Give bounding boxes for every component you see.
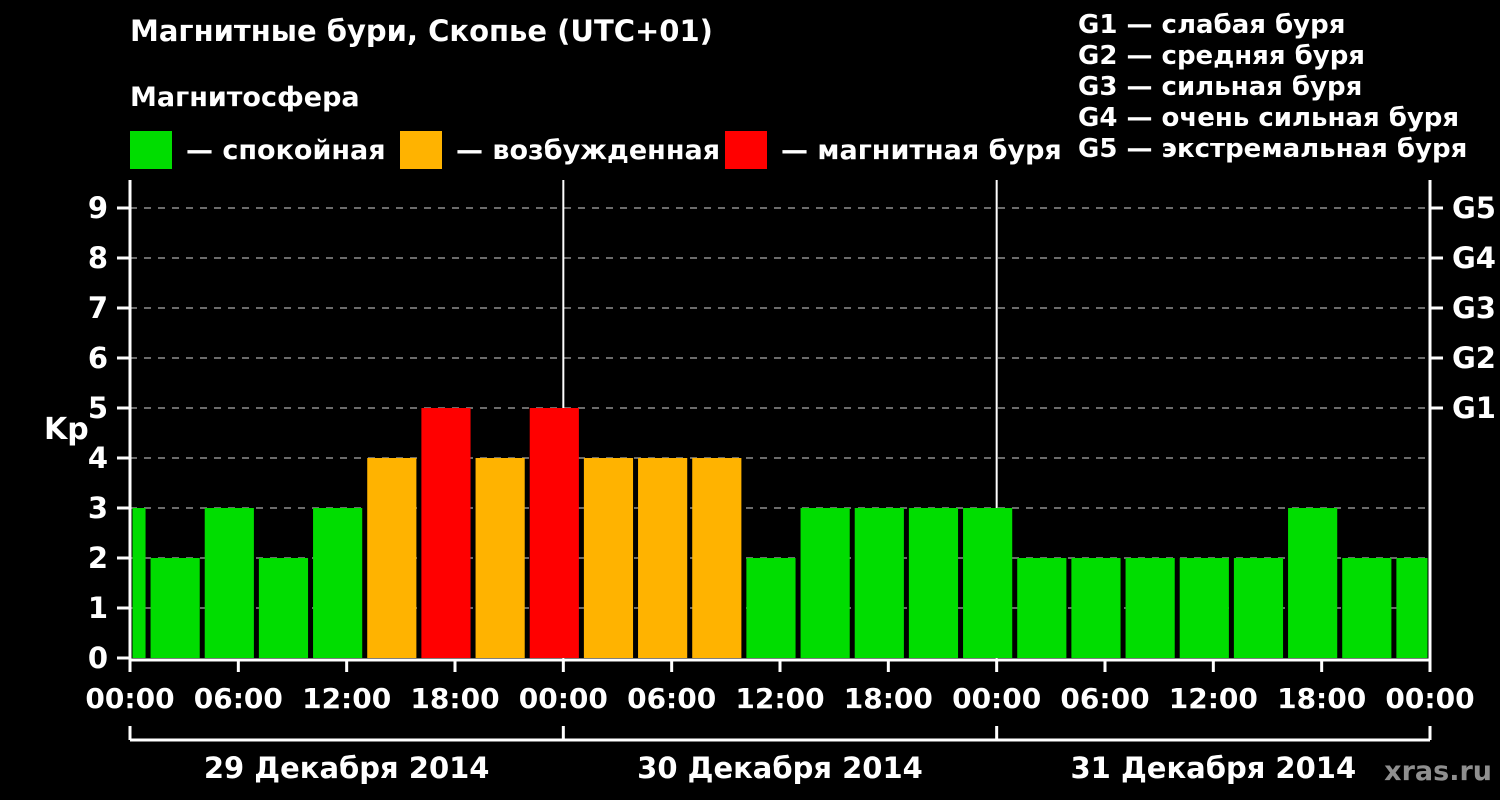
time-tick-label: 12:00 [1169, 682, 1258, 715]
g-scale-label: G5 [1452, 191, 1496, 225]
kp-bar [150, 558, 200, 658]
y-tick-label: 7 [88, 291, 108, 325]
g3-description: G3 — сильная буря [1078, 72, 1363, 102]
kp-bar [132, 508, 146, 658]
time-tick-label: 18:00 [844, 682, 933, 715]
unsettled-color-swatch [400, 131, 442, 169]
time-tick-label: 00:00 [85, 682, 174, 715]
kp-bar [1179, 558, 1229, 658]
storm-color-swatch [725, 131, 767, 169]
kp-bar [367, 458, 417, 658]
y-tick-label: 0 [88, 641, 108, 675]
legend-label-storm: — магнитная буря [781, 134, 1062, 166]
kp-bar [1125, 558, 1175, 658]
time-tick-label: 00:00 [1385, 682, 1474, 715]
g4-description: G4 — очень сильная буря [1078, 103, 1460, 133]
kp-bar [475, 458, 525, 658]
time-tick-label: 06:00 [627, 682, 716, 715]
kp-bar [963, 508, 1013, 658]
y-tick-label: 3 [88, 491, 108, 525]
date-label: 30 Декабря 2014 [637, 751, 923, 785]
storm-scale-legend: G1 — слабая буря G2 — средняя буря G3 — … [1078, 10, 1467, 165]
kp-bar [1288, 508, 1338, 658]
kp-bar [746, 558, 796, 658]
g2-description: G2 — средняя буря [1078, 41, 1366, 71]
chart-title: Магнитные бури, Скопье (UTC+01) [130, 14, 713, 48]
legend-item-storm: — магнитная буря [725, 129, 1062, 171]
quiet-color-swatch [130, 131, 172, 169]
kp-bar [800, 508, 850, 658]
kp-bar [1071, 558, 1121, 658]
y-tick-label: 6 [88, 341, 108, 375]
kp-bar [258, 558, 309, 658]
magnetosphere-legend: — спокойная — возбужденная — магнитная б… [130, 129, 1130, 171]
kp-bar [1017, 558, 1067, 658]
y-tick-label: 9 [88, 191, 108, 225]
kp-bar [313, 508, 363, 658]
legend-label-quiet: — спокойная [186, 134, 386, 166]
time-tick-label: 18:00 [1277, 682, 1366, 715]
y-tick-label: 8 [88, 241, 108, 275]
time-tick-label: 18:00 [410, 682, 499, 715]
kp-bar [421, 408, 471, 658]
g-scale-label: G4 [1452, 241, 1496, 275]
g-scale-label: G1 [1452, 391, 1496, 425]
legend-item-quiet: — спокойная [130, 129, 386, 171]
y-tick-label: 1 [88, 591, 108, 625]
legend-item-unsettled: — возбужденная [400, 129, 720, 171]
watermark: xras.ru [1384, 756, 1492, 787]
legend-label-unsettled: — возбужденная [456, 134, 721, 166]
y-axis-label: Kp [44, 412, 89, 447]
y-tick-label: 2 [88, 541, 108, 575]
kp-bar [908, 508, 959, 658]
kp-bar [204, 508, 254, 658]
time-tick-label: 00:00 [519, 682, 608, 715]
time-tick-label: 06:00 [1060, 682, 1149, 715]
y-tick-label: 5 [88, 391, 108, 425]
time-tick-label: 12:00 [735, 682, 824, 715]
kp-bar [1396, 558, 1428, 658]
g-scale-label: G2 [1452, 341, 1496, 375]
kp-bar [1233, 558, 1284, 658]
g1-description: G1 — слабая буря [1078, 10, 1346, 40]
g-scale-label: G3 [1452, 291, 1496, 325]
date-label: 29 Декабря 2014 [204, 751, 490, 785]
time-tick-label: 00:00 [952, 682, 1041, 715]
kp-bar [529, 408, 579, 658]
time-tick-label: 12:00 [302, 682, 391, 715]
kp-bar [583, 458, 634, 658]
kp-bar [854, 508, 904, 658]
g5-description: G5 — экстремальная буря [1078, 134, 1468, 164]
y-tick-label: 4 [88, 441, 108, 475]
time-tick-label: 06:00 [194, 682, 283, 715]
kp-bar [1342, 558, 1392, 658]
kp-bar [638, 458, 688, 658]
date-label: 31 Декабря 2014 [1071, 751, 1357, 785]
chart-subtitle: Магнитосфера [130, 82, 360, 113]
kp-bar [692, 458, 742, 658]
